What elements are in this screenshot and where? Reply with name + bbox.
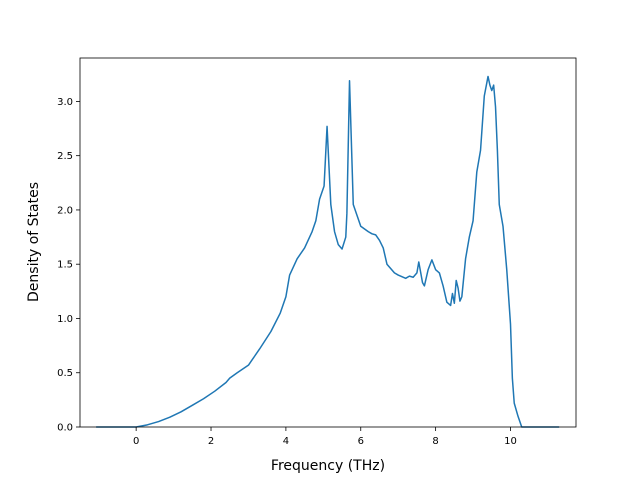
x-tick-label: 6 <box>358 436 364 447</box>
x-tick-label: 0 <box>133 436 139 447</box>
y-tick-label: 2.5 <box>57 151 73 162</box>
plot-frame <box>79 57 577 428</box>
y-tick-label: 3.0 <box>57 97 73 108</box>
y-tick-label: 2.0 <box>57 205 73 216</box>
y-axis-label: Density of States <box>26 182 42 302</box>
x-tick-label: 4 <box>283 436 289 447</box>
y-tick-label: 1.0 <box>57 314 73 325</box>
plot-area <box>96 75 560 428</box>
dos-series-line <box>96 75 560 428</box>
x-axis-label: Frequency (THz) <box>271 458 385 474</box>
y-tick-label: 1.5 <box>57 260 73 271</box>
y-tick-label: 0.5 <box>57 368 73 379</box>
x-tick-label: 2 <box>208 436 214 447</box>
x-axis-ticks: 0 2 4 6 8 10 <box>133 427 517 447</box>
y-tick-label: 0.0 <box>57 423 73 434</box>
y-axis-ticks: 0.0 0.5 1.0 1.5 2.0 2.5 3.0 <box>57 97 80 434</box>
x-tick-label: 10 <box>504 436 517 447</box>
x-tick-label: 8 <box>432 436 438 447</box>
